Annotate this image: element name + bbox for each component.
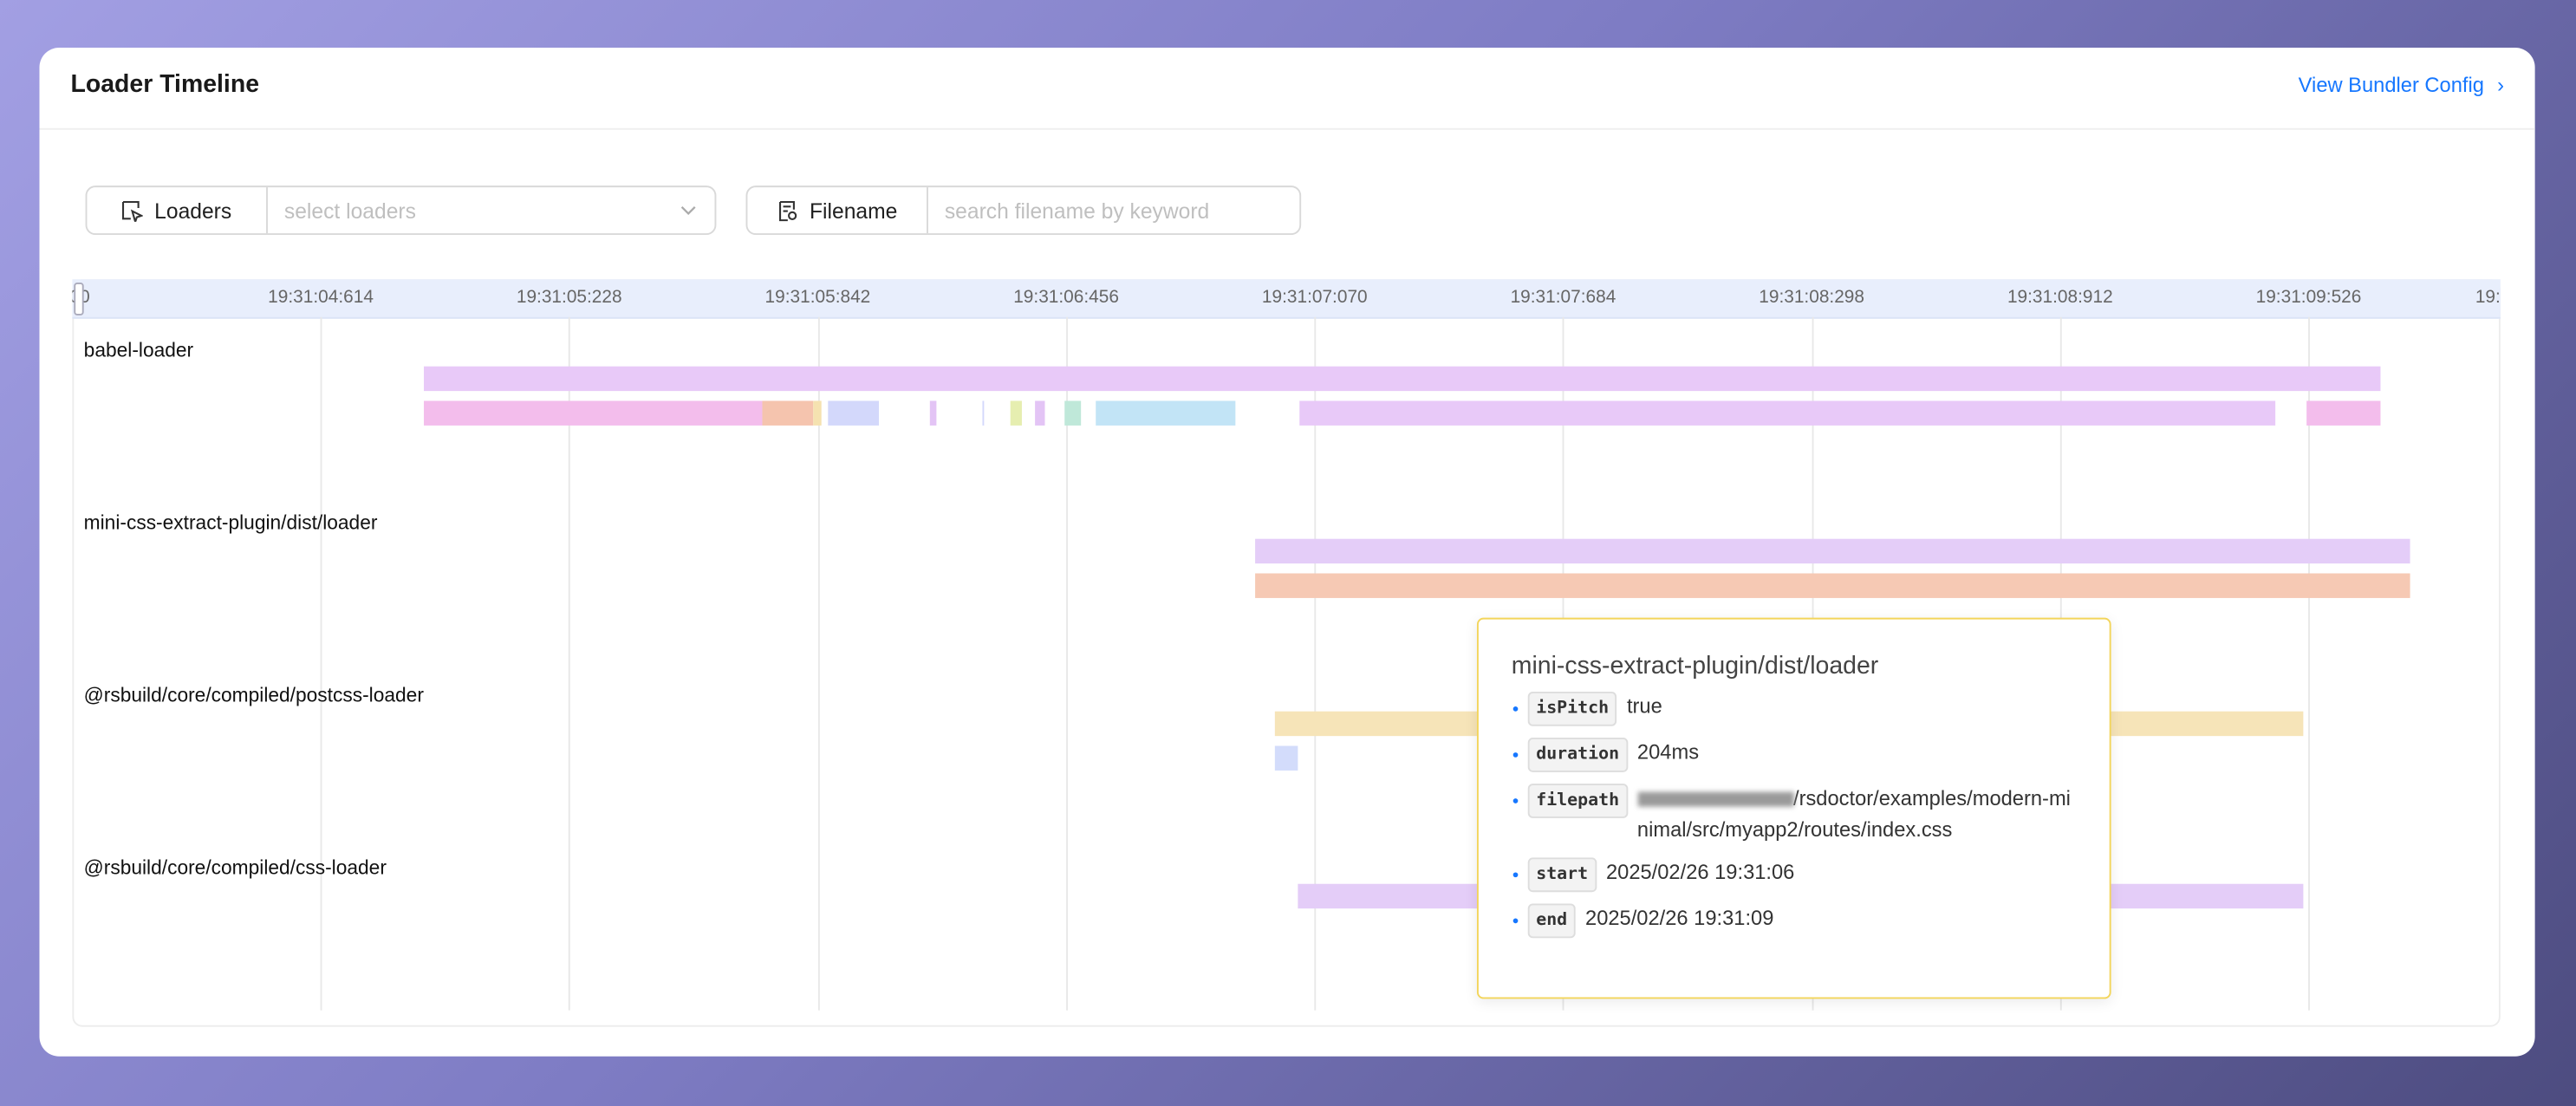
placeholder[interactable]: select loaders	[283, 198, 416, 223]
x-tick-label: 19:31:	[2475, 287, 2501, 308]
icon	[778, 199, 797, 221]
value-text: 2025/02/26 19:31:06	[1605, 861, 1795, 884]
field-key: end	[1527, 903, 1576, 939]
link-text[interactable]: View Bundler Config	[2298, 74, 2484, 97]
placeholder[interactable]: search filename by keyword	[944, 198, 1210, 223]
field-key: isPitch	[1527, 691, 1617, 726]
label: Filename	[809, 198, 898, 223]
loader-bar	[1275, 745, 1298, 771]
field: isPitch true	[1512, 691, 2077, 726]
bullet	[1512, 918, 1519, 924]
lane-name: @rsbuild/core/compiled/css-loader	[83, 856, 387, 880]
icon	[121, 199, 143, 221]
loader-bar	[761, 400, 813, 426]
divider	[39, 127, 2535, 130]
loader-bar	[812, 400, 823, 426]
bullet	[1512, 798, 1519, 803]
loader-bar	[2307, 400, 2380, 426]
bullet	[1512, 706, 1519, 712]
time-axis: :00019:31:04:61419:31:05:22819:31:05:842…	[72, 279, 2501, 319]
field-value: true	[1627, 692, 2077, 723]
field-key: duration	[1527, 738, 1628, 772]
filename-filter[interactable]: Filename search filename by keyword	[745, 185, 1302, 236]
value-text: /rsdoctor/examples/modern-minimal/src/my…	[1636, 786, 2071, 842]
grid-line	[321, 316, 322, 1011]
lane-name: @rsbuild/core/compiled/postcss-loader	[83, 683, 424, 707]
x-tick-label: 19:31:08:912	[2007, 287, 2113, 308]
loader-filter[interactable]: Loaders select loaders	[85, 185, 717, 236]
loader-bar	[1255, 538, 2410, 564]
loader-bar	[1064, 400, 1082, 426]
loader-bar	[981, 400, 986, 426]
chevron[interactable]: ›	[2497, 74, 2504, 97]
field-value: 2025/02/26 19:31:09	[1585, 903, 2035, 934]
tooltip: mini-css-extract-plugin/dist/loader isPi…	[1476, 617, 2111, 999]
grid-line	[569, 316, 571, 1011]
title: Loader Timeline	[70, 70, 260, 99]
axis-handle[interactable]	[74, 283, 84, 316]
grid-line	[1066, 316, 1068, 1011]
dropdown-arrow	[680, 206, 696, 216]
tooltip-fields: isPitch true duration 204ms filepath/rsdocto…	[1512, 691, 2077, 939]
x-tick-label: 19:31:04:614	[268, 287, 374, 308]
value-text: true	[1626, 694, 1662, 719]
x-tick-label: 19:31:09:526	[2255, 287, 2362, 308]
loader-bar	[1255, 573, 2410, 598]
x-tick-label: 19:31:08:298	[1759, 287, 1865, 308]
grid-line	[817, 316, 820, 1011]
filter-label: Filename	[747, 187, 928, 234]
loader-bar	[1035, 400, 1046, 426]
loader-bar	[1299, 400, 2275, 426]
x-tick-label: 19:31:07:070	[1261, 287, 1368, 308]
loader-bar	[829, 400, 880, 426]
field: duration 204ms	[1512, 738, 2077, 772]
bullet	[1512, 752, 1519, 758]
grid-line	[2308, 316, 2311, 1011]
redacted	[1636, 791, 1793, 808]
bullet	[1512, 872, 1519, 878]
lane-name: mini-css-extract-plugin/dist/loader	[83, 511, 378, 535]
loader-bar	[1096, 400, 1236, 426]
loader-bar	[423, 366, 2380, 392]
filter-label: Loaders	[87, 187, 268, 234]
config-link[interactable]: View Bundler Config ›	[2299, 74, 2504, 97]
grid-line	[1314, 316, 1317, 1011]
value-text: 204ms	[1636, 740, 1700, 764]
value-text: 2025/02/26 19:31:09	[1585, 907, 1774, 930]
x-tick-label: 19:31:05:842	[764, 287, 871, 308]
lane-name: babel-loader	[83, 338, 194, 361]
field: filepath/rsdoctor/examples/modern-minima…	[1512, 784, 2077, 846]
field-value: /rsdoctor/examples/modern-minimal/src/my…	[1636, 784, 2077, 846]
field-key: filepath	[1527, 784, 1628, 818]
loader-bar	[423, 400, 762, 426]
x-tick-label: 19:31:05:228	[516, 287, 622, 308]
field: start 2025/02/26 19:31:06	[1512, 857, 2077, 893]
tooltip-title: mini-css-extract-plugin/dist/loader	[1511, 652, 1879, 680]
field-key: start	[1527, 857, 1597, 893]
field-value: 204ms	[1637, 738, 2077, 769]
label: Loaders	[154, 198, 232, 223]
field-value: 2025/02/26 19:31:06	[1606, 857, 2056, 888]
loader-bar	[930, 400, 938, 426]
field: end 2025/02/26 19:31:09	[1512, 903, 2077, 939]
x-tick-label: 19:31:06:456	[1013, 287, 1119, 308]
loader-bar	[1011, 400, 1023, 426]
x-tick-label: 19:31:07:684	[1510, 287, 1617, 308]
